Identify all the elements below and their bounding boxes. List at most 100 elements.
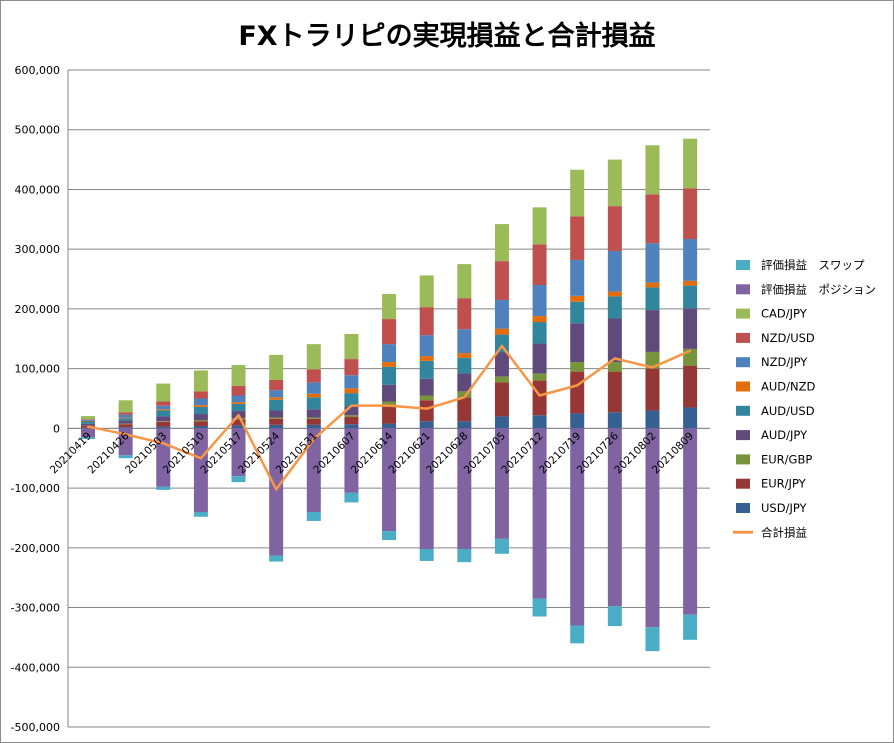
bar-segment: [683, 428, 698, 615]
bar-segment: [118, 417, 133, 419]
bar-segment: [344, 415, 359, 418]
bar-segment: [457, 264, 472, 299]
line-point: [688, 349, 692, 352]
bar-segment: [193, 398, 208, 406]
bar-segment: [532, 322, 547, 344]
bar-segment: [645, 243, 660, 283]
bar-segment: [645, 410, 660, 429]
bar-segment: [344, 393, 359, 407]
bar-segment: [494, 428, 509, 539]
bar-segment: [532, 598, 547, 617]
bar-segment: [193, 406, 208, 415]
bar-segment: [494, 299, 509, 329]
bar-segment: [532, 285, 547, 317]
bar-segment: [570, 169, 585, 217]
bar-segment: [231, 403, 246, 412]
bar-segment: [193, 511, 208, 517]
legend-swatch: [736, 454, 750, 465]
bar-segment: [607, 371, 622, 413]
bar-segment: [306, 417, 321, 419]
bar-segment: [306, 428, 321, 512]
bar-segment: [457, 373, 472, 392]
bar-segment: [118, 412, 133, 415]
bar-segment: [156, 416, 171, 422]
bar-segment: [607, 412, 622, 429]
bar-segment: [306, 369, 321, 383]
bar-segment: [382, 428, 397, 532]
legend-item: CAD/JPY: [736, 307, 808, 321]
legend-label: AUD/USD: [761, 404, 815, 418]
bar-segment: [457, 391, 472, 398]
bar-segment: [532, 415, 547, 429]
bar-segment: [494, 224, 509, 262]
y-tick-label: -500,000: [11, 721, 60, 734]
bar-segment: [156, 409, 171, 411]
bar-segment: [306, 424, 321, 429]
bar-segment: [494, 416, 509, 429]
bar-segment: [457, 549, 472, 563]
bar-segment: [382, 401, 397, 407]
legend-swatch: [736, 381, 750, 392]
bar-segment: [382, 531, 397, 541]
bar-segment: [494, 261, 509, 300]
bars: [81, 138, 698, 652]
legend-item: AUD/JPY: [736, 428, 808, 442]
bar-segment: [570, 428, 585, 626]
bar-segment: [570, 413, 585, 429]
bar-segment: [532, 428, 547, 599]
legend-item: USD/JPY: [736, 501, 808, 515]
bar-segment: [570, 216, 585, 260]
legend-label: 評価損益 ポジション: [761, 282, 876, 296]
bar-segment: [306, 409, 321, 418]
bar-segment: [607, 250, 622, 292]
legend-item: NZD/JPY: [736, 355, 808, 369]
bar-segment: [231, 402, 246, 404]
line-point: [86, 425, 90, 428]
line-point: [124, 433, 127, 436]
bar-segment: [494, 334, 509, 353]
bar-segment: [494, 328, 509, 335]
legend-swatch: [736, 503, 750, 513]
bar-segment: [269, 555, 284, 562]
bar-segment: [382, 319, 397, 345]
bar-segment: [645, 351, 660, 369]
bar-segment: [269, 379, 284, 391]
legend-label: NZD/USD: [761, 331, 815, 345]
line-point: [538, 394, 541, 397]
bar-segment: [570, 323, 585, 363]
bar-segment: [344, 417, 359, 425]
bar-segment: [306, 397, 321, 410]
bar-segment: [645, 194, 660, 244]
bar-segment: [269, 399, 284, 411]
x-axis-ticks: 2021041920210426202105032021051020210517…: [48, 430, 696, 477]
y-tick-label: 500,000: [15, 124, 61, 137]
legend-swatch: [736, 430, 750, 441]
bar-segment: [607, 296, 622, 319]
bar-segment: [118, 423, 133, 425]
bar-segment: [683, 138, 698, 189]
bar-segment: [419, 549, 434, 561]
bar-segment: [156, 401, 171, 406]
bar-segment: [532, 207, 547, 245]
bar-segment: [570, 301, 585, 324]
bar-segment: [419, 378, 434, 396]
bar-segment: [607, 206, 622, 251]
bar-segment: [344, 333, 359, 360]
line-point: [199, 457, 203, 460]
y-axis-ticks: 600,000 500,000 400,000 300,000 200,000 100,0…: [11, 64, 60, 734]
bar-segment: [156, 405, 171, 410]
line-point: [350, 404, 353, 407]
bar-segment: [269, 397, 284, 400]
y-tick-label: -100,000: [11, 482, 60, 495]
line-point: [162, 442, 165, 445]
bar-segment: [118, 418, 133, 421]
bar-segment: [645, 282, 660, 288]
bar-segment: [231, 365, 246, 386]
bar-segment: [419, 275, 434, 308]
bar-segment: [532, 343, 547, 374]
bar-segment: [570, 259, 585, 296]
bar-segment: [683, 407, 698, 429]
bar-segment: [683, 188, 698, 240]
line-point: [613, 357, 617, 360]
bar-segment: [457, 329, 472, 354]
